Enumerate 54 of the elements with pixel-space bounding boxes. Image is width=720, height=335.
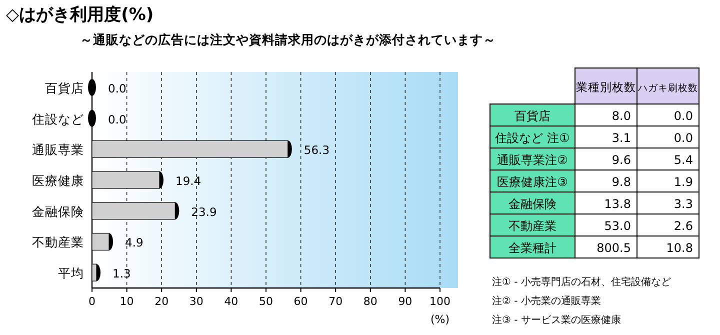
y-tick-label: 通販専業 <box>32 142 84 158</box>
data-label: 9.6 <box>612 153 631 167</box>
data-label: 0.0 <box>674 131 693 145</box>
y-tick-label: 住設など <box>31 111 84 126</box>
x-tick-label: 80 <box>363 295 378 308</box>
y-tick-label: 医療健康注③ <box>497 175 568 189</box>
data-label: 19.4 <box>176 174 202 188</box>
y-tick-label: 通販専業注② <box>497 153 568 167</box>
x-tick-label: 20 <box>154 295 169 308</box>
x-tick-label: 50 <box>259 295 273 308</box>
text: 注③ - サービス業の医療健康 <box>492 314 621 326</box>
data-label: 2.6 <box>674 219 693 233</box>
data-label: 13.8 <box>604 197 631 211</box>
data-label: 0.0 <box>108 81 126 96</box>
x-tick-label: 10 <box>120 295 134 308</box>
x-tick-label: 90 <box>398 295 412 308</box>
y-tick-label: 百貨店 <box>45 80 84 96</box>
text: 注② - 小売業の通販専業 <box>492 295 601 307</box>
y-tick-label: 住設など 注① <box>494 131 570 145</box>
y-tick-label: 平均 <box>58 266 84 281</box>
x-tick-label: 0 <box>88 295 96 308</box>
x-tick-label: 100 <box>430 295 450 308</box>
x-tick-label: 30 <box>189 295 204 308</box>
data-label: 10.8 <box>666 241 693 255</box>
data-label: 4.9 <box>125 236 144 250</box>
y-tick-label: 金融保険 <box>508 197 556 211</box>
y-tick-label: 全業種計 <box>508 241 556 255</box>
y-tick-label: 医療健康 <box>32 173 84 188</box>
chart-subtitle: ～通販などの広告には注文や資料請求用のはがきが添付されています～ <box>80 32 496 47</box>
y-tick-label: 不動産業 <box>508 219 556 233</box>
data-label: 800.5 <box>596 241 631 255</box>
x-tick-label: 40 <box>224 295 238 308</box>
data-label: 0.0 <box>674 109 693 123</box>
x-axis-title: (%) <box>430 313 450 326</box>
data-label: 5.4 <box>674 153 693 167</box>
data-label: 1.3 <box>112 266 131 281</box>
data-label: 9.8 <box>612 175 631 189</box>
data-label: 1.9 <box>674 175 693 189</box>
data-label: 3.3 <box>674 197 693 211</box>
x-tick-label: ハガキ刷枚数 <box>637 82 698 94</box>
y-tick-label: 金融保険 <box>32 204 84 219</box>
x-tick-label: 業種別枚数 <box>576 80 636 94</box>
x-tick-label: 60 <box>294 295 308 308</box>
data-label: 53.0 <box>604 219 631 233</box>
data-label: 8.0 <box>612 109 631 123</box>
data-label: 23.9 <box>191 204 217 219</box>
y-tick-label: 不動産業 <box>32 234 84 250</box>
x-tick-label: 70 <box>328 295 343 308</box>
y-tick-label: 百貨店 <box>514 109 550 123</box>
data-label: 56.3 <box>304 143 330 158</box>
data-label: 0.0 <box>108 112 126 126</box>
data-label: 3.1 <box>612 131 631 145</box>
chart-title: ◇はがき利用度(%) <box>6 5 154 25</box>
text: 注① - 小売専門店の石材、住宅設備など <box>492 276 671 288</box>
